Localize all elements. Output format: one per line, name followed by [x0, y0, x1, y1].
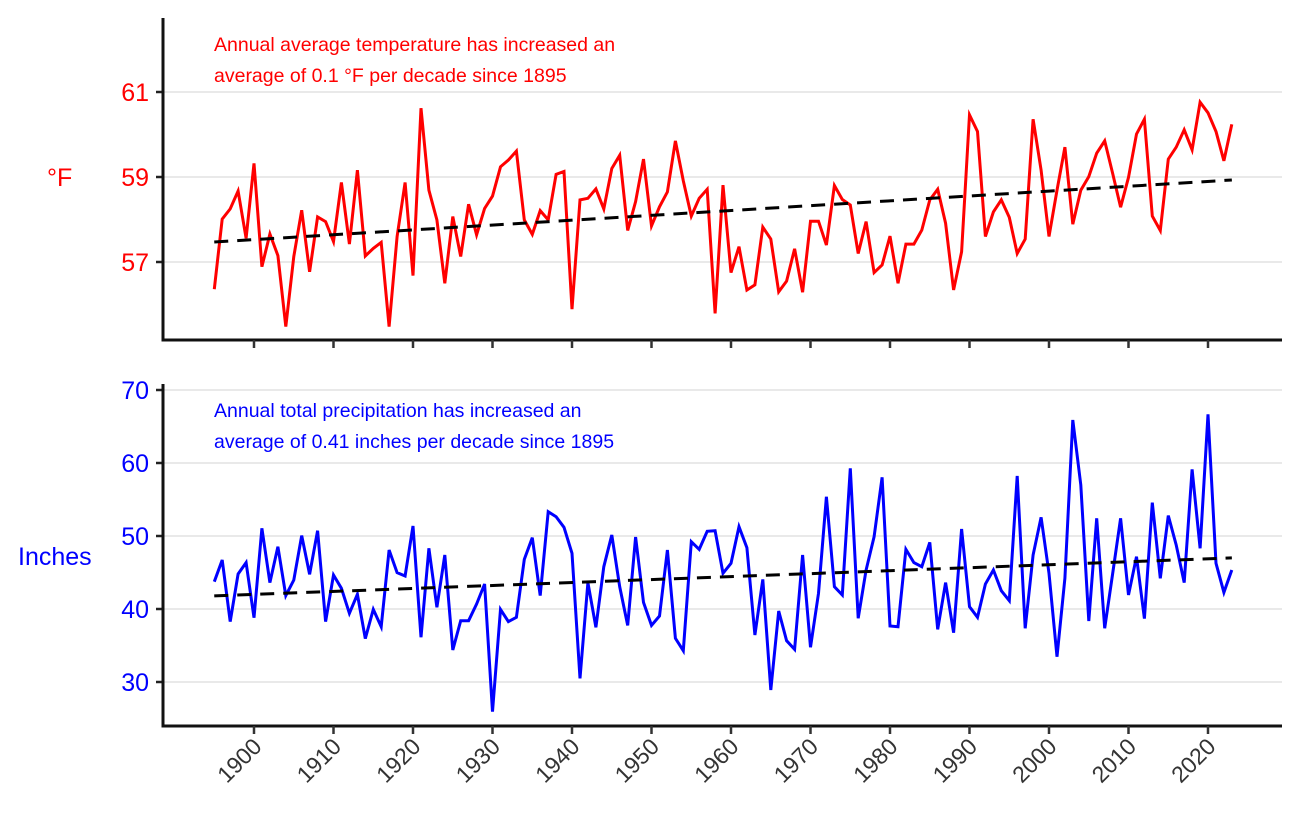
precipitation-y-tick-label: 70	[121, 377, 149, 405]
x-tick-label: 1960	[689, 733, 744, 788]
x-tick-label: 2010	[1086, 733, 1141, 788]
temperature-annotation-line-2: average of 0.1 °F per decade since 1895	[214, 65, 567, 87]
x-tick-label: 1900	[212, 733, 267, 788]
x-tick-label: 2000	[1007, 733, 1062, 788]
temperature-trend-line	[214, 178, 1232, 244]
precipitation-y-tick-label: 60	[121, 450, 149, 478]
temperature-series-line	[212, 98, 1234, 327]
precipitation-trend-line	[214, 556, 1232, 598]
x-tick-label: 1950	[609, 733, 664, 788]
x-tick-label: 1990	[927, 733, 982, 788]
precipitation-y-tick-label: 40	[121, 596, 149, 624]
temperature-annotation-line-1: Annual average temperature has increased…	[214, 34, 615, 56]
x-tick-label: 1940	[530, 733, 585, 788]
x-tick-label: 1980	[848, 733, 903, 788]
precipitation-y-tick-label: 30	[121, 669, 149, 697]
precipitation-annotation-line-1: Annual total precipitation has increased…	[214, 400, 582, 422]
x-tick-label: 1930	[450, 733, 505, 788]
x-tick-label: 2020	[1166, 733, 1221, 788]
precipitation-annotation-line-2: average of 0.41 inches per decade since …	[214, 431, 614, 453]
precipitation-y-tick-label: 50	[121, 523, 149, 551]
temperature-panel: 57 59 61	[121, 18, 1282, 348]
precipitation-y-axis-label: Inches	[18, 543, 92, 571]
temperature-y-tick-label: 61	[121, 79, 149, 107]
x-tick-label: 1970	[768, 733, 823, 788]
precipitation-series-line	[212, 414, 1234, 712]
temperature-y-axis-label: °F	[47, 164, 72, 192]
x-tick-label: 1910	[291, 733, 346, 788]
x-tick-label: 1920	[371, 733, 426, 788]
temperature-y-tick-label: 59	[121, 164, 149, 192]
temperature-y-tick-label: 57	[121, 249, 149, 277]
